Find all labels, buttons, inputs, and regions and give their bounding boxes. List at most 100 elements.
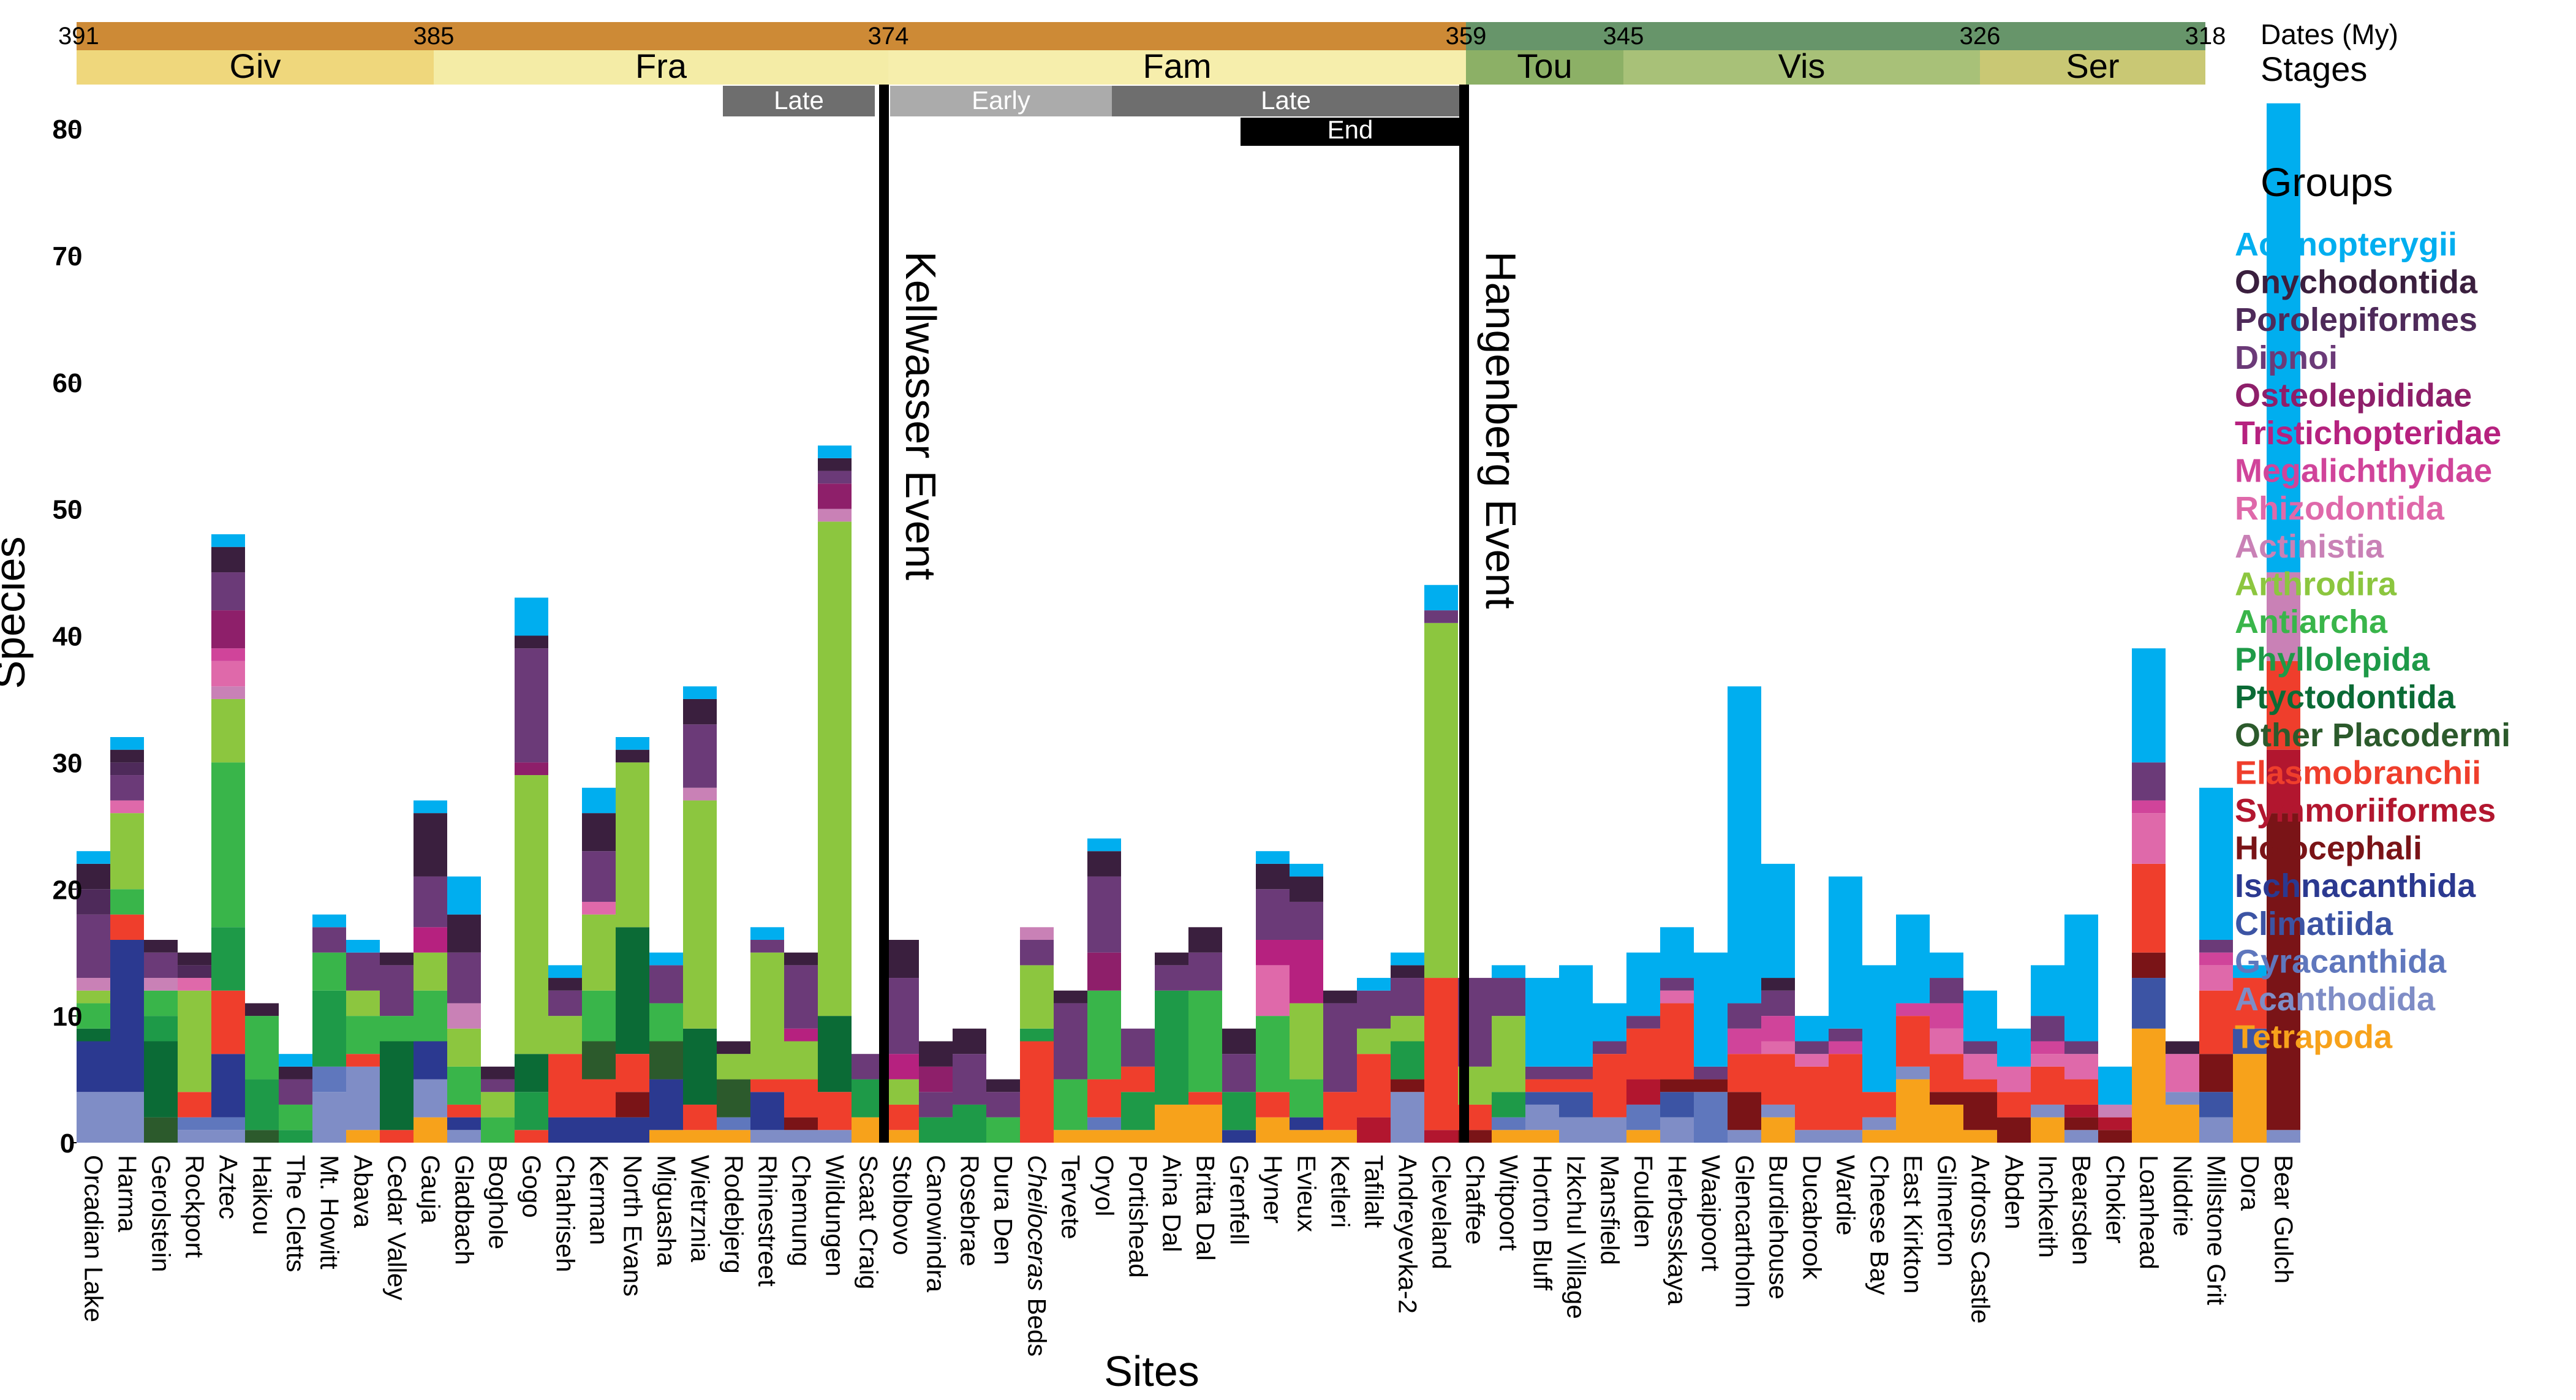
site-label: Dora [2236,1155,2265,1211]
site-label: Loanhead [2135,1155,2164,1269]
bar-segment [2132,813,2166,864]
bar-segment [279,1079,312,1105]
site-label: Portishead [1124,1155,1153,1278]
bar-segment [616,737,649,750]
bar-segment [1761,978,1795,991]
bar-segment [312,990,346,1067]
bar-segment [1020,965,1054,1029]
bar-segment [2267,660,2300,750]
bar-segment [1896,1016,1930,1067]
bar-segment [211,534,245,547]
bar-segment [1290,901,1323,940]
site-label: Herbesskaya [1663,1155,1692,1306]
site-label: Cheese Bay [1865,1155,1894,1295]
site-label: Dura Den [989,1155,1018,1265]
dates-axis-label: Dates (My) [2261,18,2398,50]
date-label: 318 [2185,23,2226,50]
bar-segment [2064,1104,2098,1118]
bar-segment [1290,1117,1323,1130]
bar-segment [1997,1066,2031,1092]
bar-segment [1256,1092,1290,1118]
bar-segment [2064,1079,2098,1105]
site-label: Chemung [787,1155,816,1266]
bar-segment [481,1066,515,1080]
legend-item: Arthrodira [2235,566,2397,602]
bar-segment [1256,851,1290,864]
bar-segment [1087,838,1121,852]
bar-segment [211,660,245,687]
stages-axis-label: Stages [2261,50,2367,88]
y-axis-title: Species [0,536,34,689]
bar-segment [1391,952,1424,966]
bar-segment [1930,978,1963,1004]
bar-segment [1930,1104,1963,1143]
bar-segment [1593,1003,1626,1042]
site-label: Inchkeith [2034,1155,2063,1258]
bar-segment [1492,978,1525,1016]
bar-segment [1155,952,1188,966]
bar-segment [1492,1117,1525,1130]
bar-segment [2098,1104,2132,1118]
bar-segment [1256,965,1290,1016]
bar-segment [1795,1066,1829,1130]
bar-segment [1222,1092,1256,1130]
site-label: Wildungen [821,1155,850,1276]
bar-segment [1121,1028,1155,1067]
bar-segment [616,1092,649,1118]
bar-segment [2166,1104,2199,1143]
bar-segment [77,1041,110,1092]
bar-segment [953,1104,986,1143]
bar-segment [110,889,144,915]
bar-segment [1862,1092,1896,1118]
bar-segment [1795,1016,1829,1042]
bar-segment [1424,622,1458,978]
bar-segment [1660,927,1694,978]
bar-segment [784,1041,818,1080]
bar-segment [2064,1130,2098,1143]
bar-segment [1256,940,1290,966]
bar-segment [1222,1130,1256,1143]
site-label: Mansfield [1596,1155,1625,1265]
bar-segment [1896,1079,1930,1143]
bar-segment [1290,1079,1323,1118]
bar-segment [414,1117,447,1143]
bar-segment [1424,1130,1458,1143]
bar-segment [1290,1003,1323,1080]
stage-cell [1623,50,1980,85]
bar-segment [649,1041,683,1080]
bar-segment [447,1066,481,1105]
bar-segment [548,990,582,1016]
bar-segment [1728,686,1761,1004]
bar-segment [1492,1130,1525,1143]
bar-segment [717,1079,750,1118]
legend-item: Ischnacanthida [2235,868,2476,904]
bar-segment [1896,1066,1930,1080]
site-label: Gerolstein [147,1155,176,1272]
bar-segment [683,787,717,801]
bar-segment [178,965,211,978]
bar-segment [1930,952,1963,978]
site-label: Chokier [2101,1155,2130,1244]
site-label: Evieux [1293,1155,1321,1232]
bar-segment [414,927,447,953]
timescale-bar: Giv Fra Fam Tou Vis Ser 391 385 374 359 345 326 318 D… [58,18,2398,146]
site-label: Glencartholm [1731,1155,1759,1308]
date-label: 374 [868,23,909,50]
bar-segment [144,1117,178,1143]
bar-segment [1626,1016,1660,1029]
bar-segment [784,1130,818,1143]
bar-segment [245,1016,279,1080]
bar-segment [515,775,548,1054]
bar-segment [77,863,110,890]
bar-segment [1492,1092,1525,1118]
bar-segment [1155,965,1188,991]
bar-segment [346,1130,380,1143]
bar-segment [77,990,110,1004]
bar-segment [1357,978,1391,991]
site-label: Oryol [1090,1155,1119,1216]
bar-segment [2267,749,2300,814]
bar-segment [2031,1041,2064,1054]
bar-segment [77,1003,110,1029]
bar-segment [1525,1130,1559,1143]
bar-segment [986,1092,1020,1118]
